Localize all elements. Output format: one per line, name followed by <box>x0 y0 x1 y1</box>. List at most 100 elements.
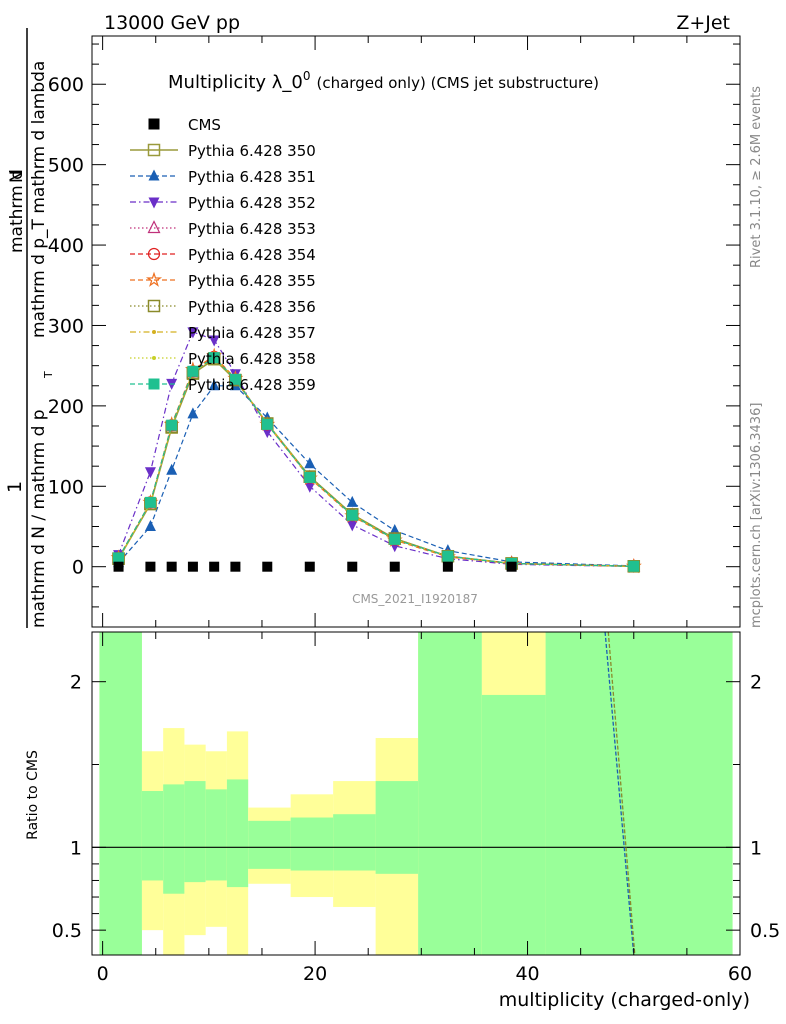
plot-title-sub: (charged only) (CMS jet substructure) <box>317 74 599 92</box>
square-marker <box>442 561 453 572</box>
inner-uncertainty-band <box>290 817 334 871</box>
ratio-y-tick-label: 2 <box>70 672 82 694</box>
square-marker <box>262 561 273 572</box>
ratio-y-tick-label-right: 1 <box>750 837 762 859</box>
triangle-up-marker <box>304 457 316 469</box>
square-marker <box>304 561 315 572</box>
legend-label: Pythia 6.428 357 <box>188 324 316 342</box>
circle-open-marker <box>147 247 161 261</box>
square-marker <box>166 561 177 572</box>
square-marker <box>230 561 241 572</box>
inner-uncertainty-band <box>205 789 227 881</box>
triangle-up-marker <box>389 524 401 536</box>
legend-entry: Pythia 6.428 355 <box>130 271 316 290</box>
mcplots-label: mcplots.cern.ch [arXiv:1306.3436] <box>749 403 764 628</box>
analysis-watermark: CMS_2021_I1920187 <box>352 592 478 606</box>
legend-entry: Pythia 6.428 351 <box>130 168 316 186</box>
x-tick-label: 20 <box>303 963 327 985</box>
square-open-marker <box>147 299 161 313</box>
header-energy-label: 13000 GeV pp <box>104 12 240 34</box>
plot-title: Multiplicity λ_00 (charged only) (CMS jet… <box>168 69 599 93</box>
square-marker <box>628 560 640 572</box>
main-ylabel: mathrm d N / mathrm d p T 1 mathrm d p_T… <box>4 28 55 628</box>
ylabel-sub-line: mathrm d p_T mathrm d lambda <box>29 61 49 338</box>
inner-uncertainty-band <box>375 781 419 874</box>
ratio-mc-line <box>604 631 635 956</box>
triangle-up-marker <box>187 407 199 419</box>
legend-label: Pythia 6.428 358 <box>188 350 316 368</box>
x-tick-label: 40 <box>515 963 539 985</box>
legend-label: Pythia 6.428 354 <box>188 246 316 264</box>
ratio-axes: 0.5 0.51 12 20 20 40 60 <box>52 631 780 985</box>
triangle-open-marker <box>147 220 161 234</box>
ratio-y-tick-label-right: 0.5 <box>750 920 780 942</box>
ratio-frame <box>91 631 741 956</box>
y-tick-label: 600 <box>48 74 84 96</box>
ylabel-T: T <box>42 371 55 379</box>
legend-label: Pythia 6.428 353 <box>188 220 316 238</box>
square-marker <box>144 496 156 508</box>
star-open-marker <box>145 271 163 287</box>
header-process-label: Z+Jet <box>676 12 730 34</box>
legend-entry: Pythia 6.428 353 <box>130 220 316 238</box>
ratio-y-tick-label: 0.5 <box>52 920 82 942</box>
square-marker <box>148 118 160 130</box>
legend-label: Pythia 6.428 356 <box>188 298 316 316</box>
legend-label: Pythia 6.428 350 <box>188 142 316 160</box>
legend-entry: Pythia 6.428 359 <box>130 376 316 394</box>
inner-uncertainty-band <box>141 791 164 881</box>
y-tick-label: 200 <box>48 396 84 418</box>
inner-uncertainty-band <box>248 820 291 869</box>
legend-label: Pythia 6.428 355 <box>188 272 316 290</box>
dot-marker <box>152 330 156 334</box>
triangle-down-marker <box>208 335 220 347</box>
y-tick-label: 0 <box>72 557 84 579</box>
ratio-ylabel: Ratio to CMS <box>25 750 41 840</box>
square-marker <box>113 561 124 572</box>
square-marker <box>208 352 220 364</box>
x-axis-label: multiplicity (charged-only) <box>499 989 750 1011</box>
ratio-mc-line <box>607 631 636 956</box>
x-tick-label: 0 <box>97 963 109 985</box>
inner-uncertainty-band <box>418 632 482 955</box>
series-pythia-6-428-351 <box>113 379 640 571</box>
legend-entry: Pythia 6.428 354 <box>130 246 316 264</box>
square-marker <box>389 533 401 545</box>
ylabel-numerator: mathrm d <box>7 169 27 253</box>
legend-entry: Pythia 6.428 350 <box>130 142 316 160</box>
square-open-marker <box>147 143 161 157</box>
y-tick-label: 400 <box>48 235 84 257</box>
legend: CMS Pythia 6.428 350 Pythia 6.428 351 Pythi… <box>130 116 316 394</box>
square-marker <box>346 509 358 521</box>
square-marker <box>442 550 454 562</box>
square-marker <box>229 373 241 385</box>
y-tick-label: 100 <box>48 476 84 498</box>
legend-entry: Pythia 6.428 352 <box>130 194 316 212</box>
triangle-down-marker <box>187 327 199 339</box>
square-marker <box>506 561 517 572</box>
legend-label: Pythia 6.428 351 <box>188 168 316 186</box>
square-marker <box>187 561 198 572</box>
y-tick-label: 300 <box>48 315 84 337</box>
square-marker <box>148 378 160 390</box>
legend-label: CMS <box>188 116 221 134</box>
inner-uncertainty-band <box>99 632 142 955</box>
x-tick-label: 60 <box>728 963 752 985</box>
dot-marker <box>152 356 156 360</box>
legend-entry: CMS <box>148 116 221 134</box>
inner-uncertainty-band <box>184 781 206 883</box>
legend-entry: Pythia 6.428 358 <box>130 350 316 368</box>
triangle-down-marker <box>148 197 160 209</box>
square-marker <box>145 561 156 572</box>
triangle-up-marker <box>208 379 220 391</box>
inner-uncertainty-band <box>163 784 185 894</box>
square-marker <box>347 561 358 572</box>
square-marker <box>389 561 400 572</box>
plot-title-sup: 0 <box>303 69 311 83</box>
inner-uncertainty-band <box>226 779 249 888</box>
legend-label: Pythia 6.428 359 <box>188 376 316 394</box>
series-line <box>118 385 634 567</box>
ratio-y-tick-label: 1 <box>70 837 82 859</box>
legend-label: Pythia 6.428 352 <box>188 194 316 212</box>
